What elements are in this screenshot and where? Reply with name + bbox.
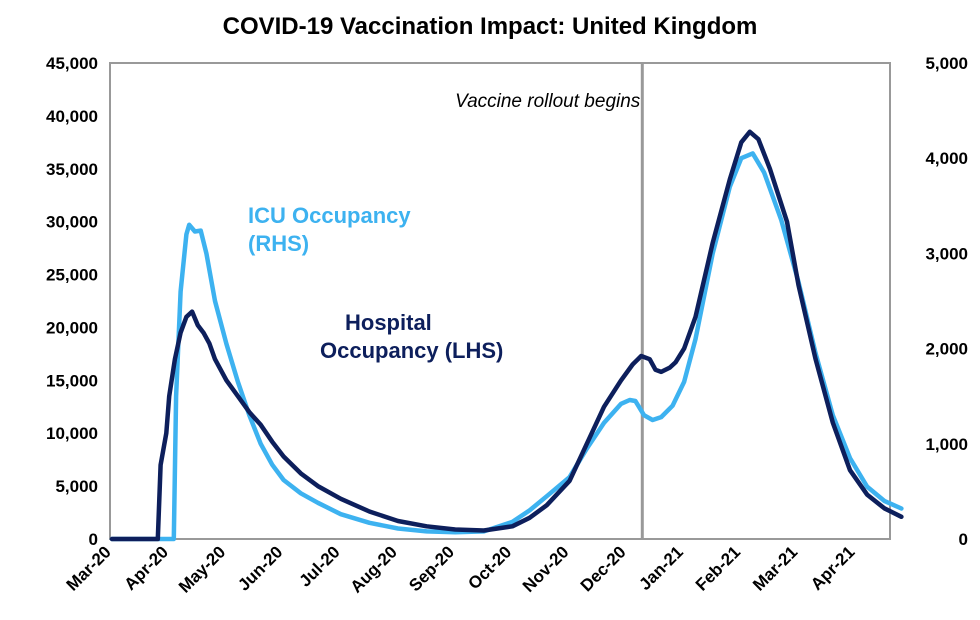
x-tick-label: Nov-20 <box>519 542 573 596</box>
left-tick-label: 15,000 <box>46 371 98 390</box>
x-tick-label: May-20 <box>175 542 229 596</box>
chart-title: COVID-19 Vaccination Impact: United King… <box>223 13 758 40</box>
left-axis-ticks: 0 5,000 10,000 15,000 20,000 25,000 30,000 35,0… <box>46 54 98 549</box>
x-tick-label: Dec-20 <box>577 542 630 595</box>
series-layer <box>109 129 904 542</box>
x-tick-label: Mar-20 <box>63 542 115 594</box>
left-tick-label: 10,000 <box>46 424 98 443</box>
x-tick-label: Jul-20 <box>295 542 343 590</box>
left-tick-label: 25,000 <box>46 266 98 285</box>
left-tick-label: 45,000 <box>46 54 98 73</box>
series-label-hospital: Occupancy (LHS) <box>320 338 503 363</box>
plot-frame <box>109 62 891 540</box>
left-tick-label: 0 <box>89 530 98 549</box>
left-tick-label: 40,000 <box>46 107 98 126</box>
series-labels: Hospital Occupancy (LHS) ICU Occupancy (RHS… <box>248 203 503 363</box>
x-tick-label: Sep-20 <box>405 542 458 595</box>
left-tick-label: 35,000 <box>46 160 98 179</box>
vaccine-rollout-annotation: Vaccine rollout begins <box>455 91 641 112</box>
x-tick-label: Mar-21 <box>749 542 801 594</box>
x-axis-ticks: Mar-20 Apr-20 May-20 Jun-20 Jul-20 Aug-20 Sep-… <box>63 542 859 596</box>
series-label-icu: (RHS) <box>248 231 309 256</box>
left-tick-label: 30,000 <box>46 213 98 232</box>
series-label-hospital: Hospital <box>345 310 432 335</box>
series-label-icu: ICU Occupancy <box>248 203 411 228</box>
x-tick-label: Oct-20 <box>464 542 515 593</box>
series-line-hospital <box>109 129 904 542</box>
x-tick-label: Apr-20 <box>121 542 173 594</box>
x-tick-label: Apr-21 <box>807 542 859 594</box>
x-tick-label: Jan-21 <box>635 542 687 594</box>
right-tick-label: 1,000 <box>925 435 968 454</box>
right-tick-label: 3,000 <box>925 244 968 263</box>
right-tick-label: 0 <box>959 530 968 549</box>
x-tick-label: Jun-20 <box>234 542 286 594</box>
left-tick-label: 5,000 <box>55 477 98 496</box>
x-tick-label: Aug-20 <box>347 542 401 596</box>
x-tick-label: Feb-21 <box>692 542 744 594</box>
right-axis-ticks: 0 1,000 2,000 3,000 4,000 5,000 <box>925 54 968 549</box>
right-tick-label: 2,000 <box>925 340 968 359</box>
right-tick-label: 4,000 <box>925 149 968 168</box>
right-tick-label: 5,000 <box>925 54 968 73</box>
left-tick-label: 20,000 <box>46 318 98 337</box>
series-line-icu <box>109 151 904 542</box>
